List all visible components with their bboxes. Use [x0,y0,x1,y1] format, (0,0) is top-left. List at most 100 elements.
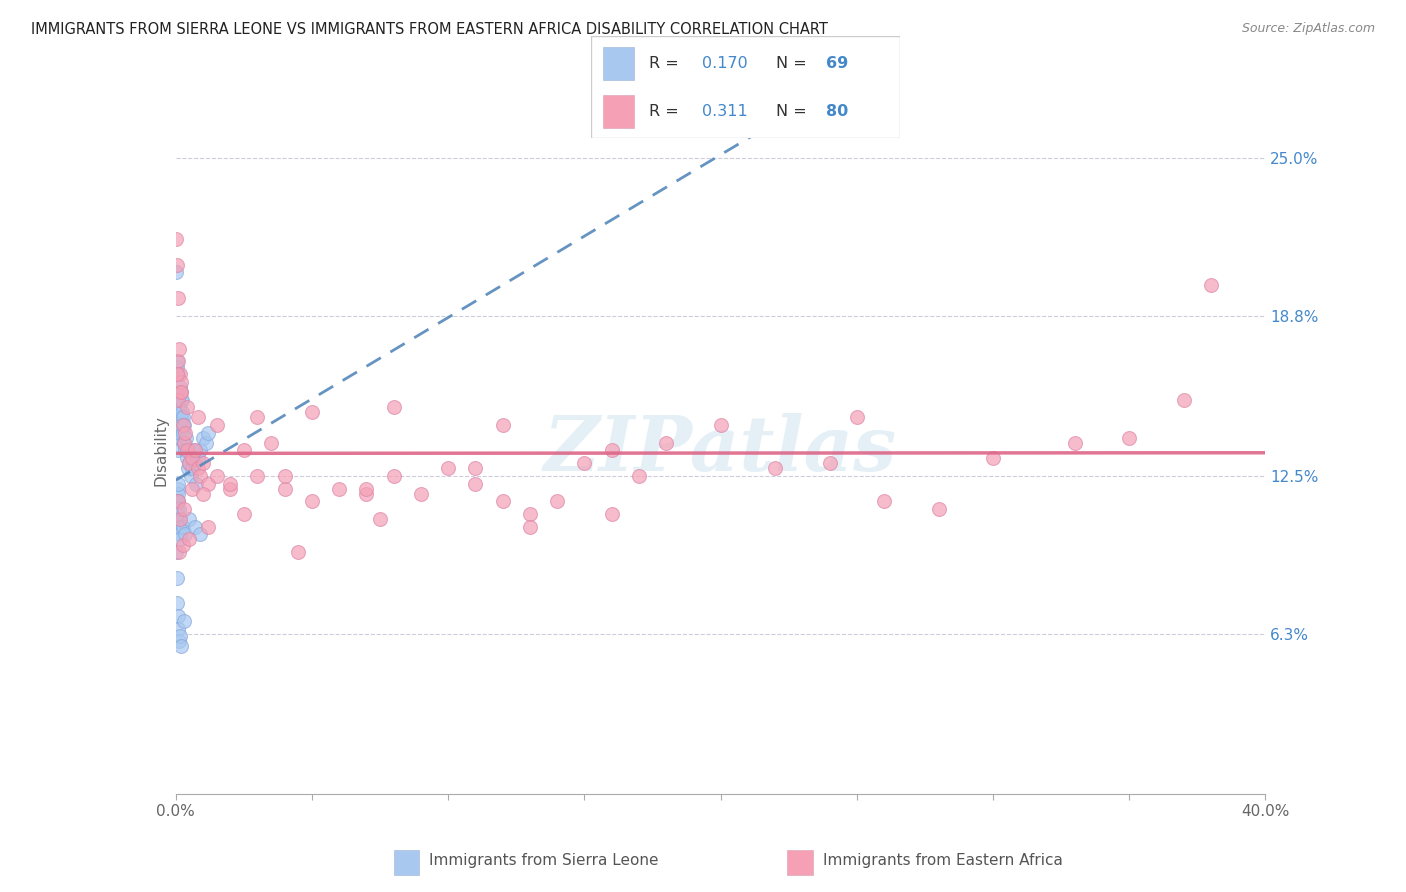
Point [166,401,188,415]
Point [166,359,188,374]
Text: 0.170: 0.170 [702,56,748,70]
Point [232,443,254,458]
Point [176,443,198,458]
Point [519,520,541,534]
Point [172,417,194,432]
Point [981,451,1004,466]
Point [274,482,297,496]
Text: 80: 80 [825,104,848,120]
Point [274,469,297,483]
Point [179,512,201,526]
Point [166,512,188,526]
Point [166,354,188,368]
Point [301,494,323,508]
Point [246,469,269,483]
Point [174,431,197,445]
Point [845,410,868,425]
Text: ZIPatlas: ZIPatlas [544,414,897,487]
Point [170,375,193,389]
Point [382,401,405,415]
Point [181,451,204,466]
Point [197,476,219,491]
Point [167,392,190,407]
Point [177,461,200,475]
Point [167,486,190,500]
Point [167,401,190,415]
Point [368,512,391,526]
Point [169,502,191,516]
Point [169,425,191,440]
Point [167,476,190,491]
Point [287,545,309,559]
Point [167,410,190,425]
Point [873,494,896,508]
Point [165,232,187,246]
Point [167,405,190,419]
Point [180,469,202,483]
Point [167,520,190,534]
Point [188,527,211,541]
Point [1199,278,1222,293]
Text: IMMIGRANTS FROM SIERRA LEONE VS IMMIGRANTS FROM EASTERN AFRICA DISABILITY CORREL: IMMIGRANTS FROM SIERRA LEONE VS IMMIGRAN… [31,22,828,37]
Point [181,461,204,475]
Point [492,417,515,432]
Point [167,634,190,648]
Point [600,443,623,458]
Point [165,265,187,279]
Point [170,392,193,407]
Point [169,629,191,643]
Point [167,431,190,445]
Point [546,494,568,508]
Point [188,443,211,458]
Text: Immigrants from Eastern Africa: Immigrants from Eastern Africa [823,854,1063,868]
Point [574,456,596,470]
Point [409,486,432,500]
Point [169,392,191,407]
Point [197,520,219,534]
Point [170,384,193,399]
Point [173,502,195,516]
Point [170,417,193,432]
Text: Immigrants from Sierra Leone: Immigrants from Sierra Leone [429,854,658,868]
Point [169,512,191,526]
Point [166,482,188,496]
Point [166,571,188,585]
Point [173,435,195,450]
Point [167,342,190,356]
Bar [394,849,419,874]
Text: R =: R = [650,56,685,70]
Point [710,417,733,432]
Point [169,367,191,381]
Point [492,494,515,508]
Text: N =: N = [776,104,813,120]
Point [169,384,191,399]
Point [166,367,188,381]
Point [1118,431,1140,445]
Point [166,608,188,623]
Point [356,486,378,500]
Point [219,482,242,496]
Point [174,425,197,440]
Point [301,405,323,419]
Point [1063,435,1085,450]
Point [167,443,190,458]
Point [179,533,201,547]
Point [166,392,188,407]
Point [167,291,190,305]
Point [928,502,950,516]
Point [169,384,191,399]
Point [167,512,190,526]
Point [328,482,350,496]
Point [232,507,254,521]
Point [172,520,194,534]
Point [186,461,209,475]
Point [519,507,541,521]
Point [437,461,460,475]
Point [205,417,228,432]
Point [166,502,188,516]
Point [191,431,214,445]
Point [166,367,188,381]
Bar [603,47,634,79]
Point [169,533,191,547]
Point [179,456,201,470]
